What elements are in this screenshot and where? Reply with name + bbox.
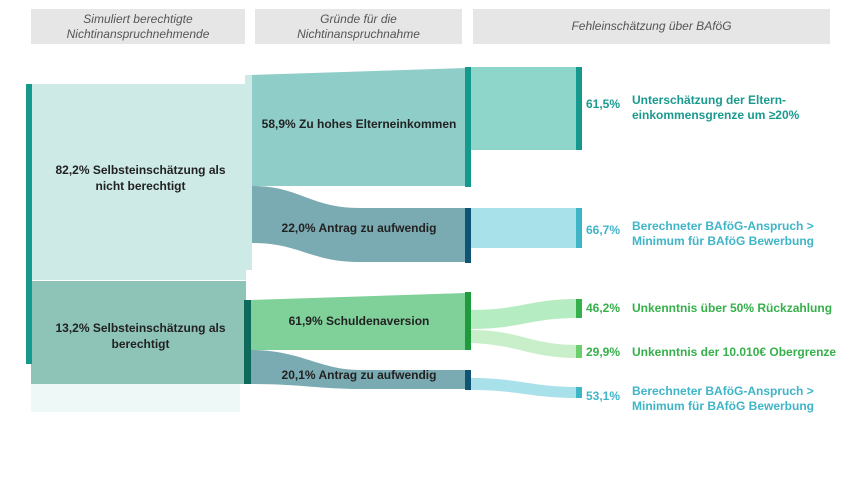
outcome-4-desc: Unkenntnis der 10.010€ Obergrenze bbox=[632, 345, 836, 360]
node-bar-eligible-right bbox=[244, 300, 251, 384]
outcome-2-pct: 66,7% bbox=[586, 223, 621, 237]
outcome-4-pct: 29,9% bbox=[586, 345, 621, 359]
bar-outcome-2 bbox=[576, 208, 582, 248]
node-extension-eligible bbox=[31, 384, 240, 412]
bar-antrag-2 bbox=[465, 370, 471, 390]
node-bar-not-eligible-right bbox=[245, 75, 252, 270]
outcome-3-line1: Unkenntnis über 50% Rückzahlung bbox=[632, 301, 833, 315]
bar-elterneinkommen bbox=[465, 67, 471, 187]
label-schuldenaversion: 61,9% Schuldenaversion bbox=[288, 314, 430, 328]
header-col3: Fehleinschätzung über BAföG bbox=[473, 9, 830, 44]
header-col3-text: Fehleinschätzung über BAföG bbox=[571, 19, 732, 33]
outcome-1-line2: einkommensgrenze um ≥20% bbox=[632, 108, 800, 122]
header-col2-text: Gründe für die Nichtinanspruchnahme bbox=[297, 11, 420, 41]
node-not-eligible bbox=[31, 84, 246, 280]
flow-schuldenaversion bbox=[251, 293, 466, 350]
bar-outcome-3 bbox=[576, 299, 582, 318]
label-not-eligible: 82,2% Selbsteinschätzung als nicht berec… bbox=[55, 163, 226, 193]
label-elterneinkommen: 58,9% Zu hohes Elterneinkommen bbox=[261, 117, 457, 131]
node-bar-level1 bbox=[26, 84, 32, 364]
header-col1-text: Simuliert berechtigte Nichtinanspruchneh… bbox=[66, 11, 210, 41]
label-antrag-1: 22,0% Antrag zu aufwendig bbox=[281, 221, 437, 235]
outcome-1-desc: Unterschätzung der Eltern- einkommensgre… bbox=[632, 93, 799, 123]
bar-outcome-5 bbox=[576, 387, 582, 398]
bar-outcome-4 bbox=[576, 345, 582, 358]
outcome-5-desc: Berechneter BAföG-Anspruch > Minimum für… bbox=[632, 384, 814, 414]
outcome-2-desc: Berechneter BAföG-Anspruch > Minimum für… bbox=[632, 219, 814, 249]
flow-outcome-3 bbox=[471, 299, 578, 329]
outcome-5-line1: Berechneter BAföG-Anspruch > bbox=[632, 384, 814, 398]
node-eligible bbox=[31, 281, 246, 384]
label-eligible: 13,2% Selbsteinschätzung als berechtigt bbox=[55, 321, 226, 351]
flow-elterneinkommen bbox=[252, 68, 466, 186]
outcome-2-line2: Minimum für BAföG Bewerbung bbox=[632, 234, 814, 248]
outcome-1-line1: Unterschätzung der Eltern- bbox=[632, 93, 787, 107]
outcome-3-desc: Unkenntnis über 50% Rückzahlung bbox=[632, 301, 832, 316]
outcome-5-line2: Minimum für BAföG Bewerbung bbox=[632, 399, 814, 413]
flow-outcome-4 bbox=[471, 330, 578, 358]
bar-schuldenaversion bbox=[465, 292, 471, 350]
flow-antrag-1 bbox=[252, 186, 466, 262]
header-col2: Gründe für die Nichtinanspruchnahme bbox=[255, 9, 462, 44]
outcome-1-pct: 61,5% bbox=[586, 97, 621, 111]
header-col1: Simuliert berechtigte Nichtinanspruchneh… bbox=[31, 9, 245, 44]
bar-outcome-1 bbox=[576, 67, 582, 150]
label-antrag-2: 20,1% Antrag zu aufwendig bbox=[281, 368, 437, 382]
outcome-4-line1: Unkenntnis der 10.010€ Obergrenze bbox=[632, 345, 837, 359]
outcome-3-pct: 46,2% bbox=[586, 301, 621, 315]
flow-outcome-5 bbox=[471, 378, 578, 398]
outcome-2-line1: Berechneter BAföG-Anspruch > bbox=[632, 219, 814, 233]
flow-outcome-2 bbox=[471, 208, 578, 248]
flow-antrag-2 bbox=[251, 350, 466, 389]
bar-antrag-1 bbox=[465, 208, 471, 263]
outcome-5-pct: 53,1% bbox=[586, 389, 621, 403]
flow-outcome-1 bbox=[471, 67, 578, 150]
